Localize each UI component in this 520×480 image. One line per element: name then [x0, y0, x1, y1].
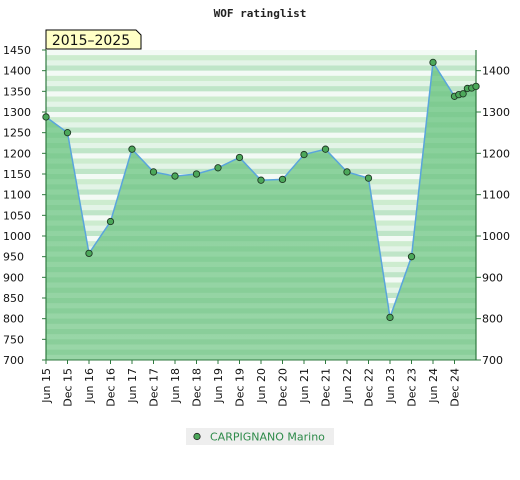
y-right-tick-label: 900	[482, 271, 503, 284]
y-left-tick-label: 950	[3, 251, 24, 264]
x-tick-label: Dec 16	[105, 368, 118, 407]
y-left-tick-label: 1100	[3, 189, 31, 202]
x-tick-label: Dec 19	[234, 368, 247, 407]
x-tick-label: Jun 19	[212, 368, 225, 404]
data-point	[257, 176, 265, 184]
y-right-tick-label: 800	[482, 313, 503, 326]
x-tick-label: Jun 17	[126, 368, 139, 404]
legend: CARPIGNANO Marino	[186, 428, 334, 445]
y-left-tick-label: 1150	[3, 168, 31, 181]
y-left-tick-label: 1200	[3, 147, 31, 160]
x-tick-label: Jun 20	[255, 368, 268, 404]
series-area-fill	[46, 62, 476, 361]
x-tick-label: Jun 23	[384, 368, 397, 404]
period-label: 2015–2025	[52, 33, 130, 49]
data-point	[214, 164, 222, 172]
y-right-tick-label: 1300	[482, 106, 510, 119]
y-left-tick-label: 850	[3, 292, 24, 305]
data-point	[364, 174, 373, 182]
x-tick-label: Dec 22	[363, 368, 376, 407]
x-tick-label: Dec 17	[148, 368, 161, 407]
y-axis-right-ticks: 700 800 900 1000 1100 1200 1300 1400	[476, 65, 510, 367]
y-left-tick-label: 1450	[3, 44, 31, 57]
legend-label: CARPIGNANO Marino	[210, 431, 325, 444]
data-point	[106, 217, 115, 226]
x-tick-label: Dec 23	[406, 368, 419, 407]
x-tick-label: Dec 15	[62, 368, 75, 407]
data-point	[63, 129, 72, 137]
y-right-tick-label: 1200	[482, 147, 510, 160]
y-axis-left-ticks: 700 750 800 850 900 950 1000 1050 1100 1150 1200 12…	[3, 44, 46, 367]
data-points	[42, 58, 480, 322]
y-left-tick-label: 1250	[3, 127, 31, 140]
y-left-tick-label: 1050	[3, 209, 31, 222]
data-point	[235, 153, 244, 162]
data-point	[472, 82, 480, 91]
x-axis-ticks: Jun 15 Dec 15 Jun 16 Dec 16 Jun 17 Dec 17 Jun …	[40, 360, 462, 407]
data-point	[321, 145, 330, 153]
y-right-tick-label: 1000	[482, 230, 510, 243]
y-right-tick-label: 1400	[482, 65, 510, 78]
y-left-tick-label: 1300	[3, 106, 31, 119]
y-right-tick-label: 1100	[482, 189, 510, 202]
data-point	[278, 175, 287, 184]
period-badge: 2015–2025	[45, 29, 142, 50]
data-point	[171, 172, 179, 180]
chart-title: WOF ratinglist	[214, 7, 307, 20]
x-tick-label: Jun 21	[298, 368, 311, 404]
data-point	[459, 90, 467, 98]
x-tick-label: Jun 24	[427, 368, 440, 404]
x-tick-label: Dec 20	[277, 368, 290, 407]
data-point	[42, 113, 50, 121]
y-right-tick-label: 700	[482, 354, 503, 367]
data-point	[192, 170, 201, 178]
data-point	[128, 145, 136, 153]
y-left-tick-label: 750	[3, 333, 24, 346]
x-tick-label: Jun 18	[169, 368, 182, 404]
x-tick-label: Jun 16	[83, 368, 96, 404]
data-point	[149, 168, 158, 176]
y-left-tick-label: 900	[3, 271, 24, 284]
x-tick-label: Jun 15	[40, 368, 53, 404]
y-left-tick-label: 700	[3, 354, 24, 367]
y-left-tick-label: 1000	[3, 230, 31, 243]
data-point	[407, 253, 416, 261]
x-tick-label: Dec 18	[191, 368, 204, 407]
data-point	[85, 249, 93, 258]
legend-marker	[193, 432, 201, 441]
x-tick-label: Dec 21	[320, 368, 333, 407]
data-point	[300, 150, 308, 159]
y-left-tick-label: 1350	[3, 85, 31, 98]
x-tick-label: Jun 22	[341, 368, 354, 404]
y-left-tick-label: 1400	[3, 65, 31, 78]
data-point	[386, 313, 394, 322]
y-left-tick-label: 800	[3, 313, 24, 326]
data-point	[429, 58, 437, 67]
x-tick-label: Dec 24	[449, 368, 462, 407]
data-point	[343, 168, 351, 176]
